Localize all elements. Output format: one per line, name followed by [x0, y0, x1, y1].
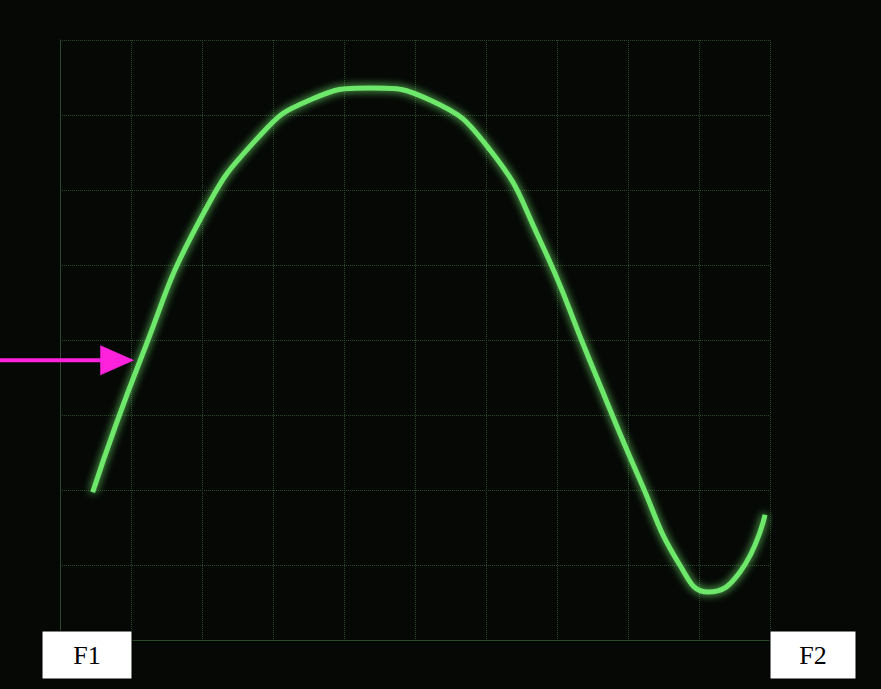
svg-text:F1: F1 — [73, 641, 100, 670]
svg-text:F2: F2 — [799, 641, 826, 670]
